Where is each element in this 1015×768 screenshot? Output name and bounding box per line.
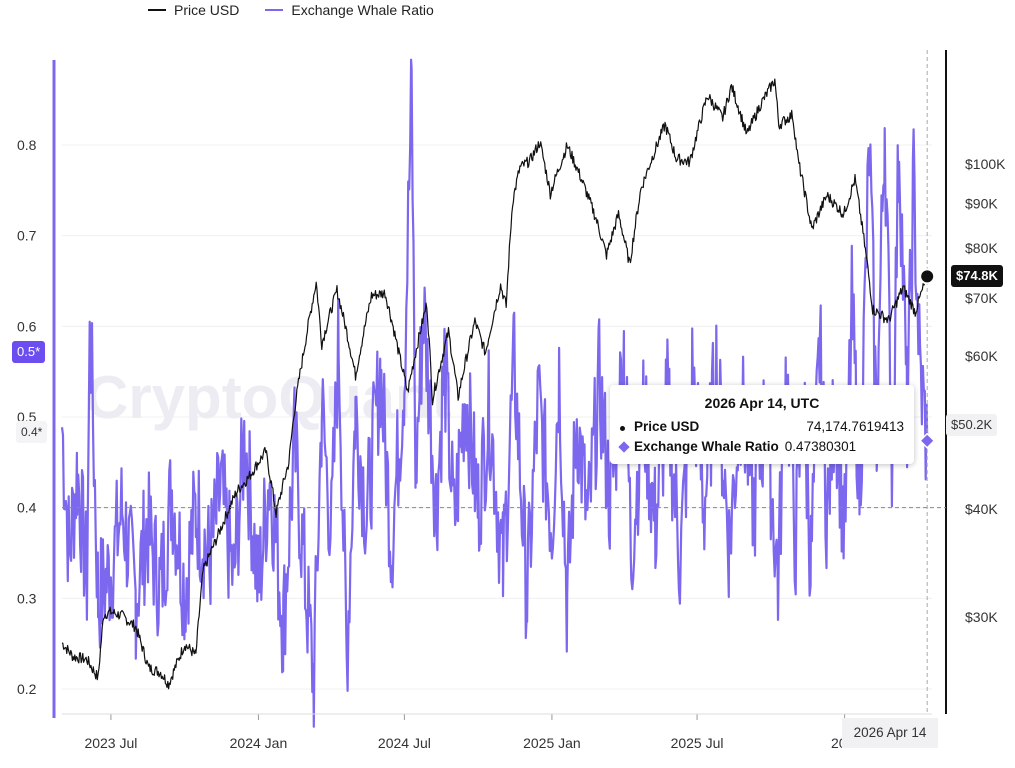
watermark: CryptoQuant (85, 364, 452, 431)
legend-item-ratio[interactable]: Exchange Whale Ratio (265, 2, 434, 18)
x-tick-label: 2025 Jan (523, 735, 581, 751)
dot-icon (620, 425, 625, 431)
y-right-tick-label: $60K (965, 348, 998, 364)
tooltip-ratio-value: 0.47380301 (784, 438, 857, 454)
y-left-tick-label: 0.2 (17, 681, 37, 697)
tooltip-price-name: Price USD (634, 418, 700, 434)
y-right-tick-label: $70K (965, 290, 998, 306)
legend: Price USD Exchange Whale Ratio (148, 2, 434, 18)
diamond-icon (618, 440, 630, 453)
y-right-tick-label: $100K (965, 156, 1006, 172)
y-right-tick-label: $90K (965, 196, 998, 212)
price-line (61, 78, 928, 690)
y-left-tick-label: 0.3 (17, 590, 37, 606)
tick-labels: 0.20.30.40.50.60.70.8$30K$40K$60K$70K$80… (17, 137, 1006, 751)
y-right-tick-label: $80K (965, 240, 998, 256)
price-crosshair-badge: $50.2K (946, 414, 998, 436)
legend-swatch-price (148, 9, 166, 11)
crosshair (62, 50, 946, 714)
y-left-tick-label: 0.7 (17, 228, 37, 244)
tooltip-title: 2026 Apr 14, UTC (704, 395, 820, 411)
y-left-tick-label: 0.6 (17, 318, 37, 334)
tooltip: 2026 Apr 14, UTC Price USD 74,174.761941… (610, 385, 914, 464)
y-right-tick-label: $40K (965, 501, 998, 517)
x-tick-label: 2024 Jul (378, 735, 431, 751)
tooltip-row-ratio: Exchange Whale Ratio 0.47380301 (618, 436, 904, 456)
ratio-hover-marker (919, 432, 936, 449)
axes (52, 50, 947, 720)
legend-label-ratio: Exchange Whale Ratio (291, 2, 434, 18)
tooltip-row-price: Price USD 74,174.7619413 (620, 416, 904, 436)
y-left-tick-label: 0.4 (17, 500, 37, 516)
legend-label-price: Price USD (174, 2, 240, 18)
crosshair-date-badge: 2026 Apr 14 (842, 718, 938, 748)
tooltip-ratio-name: Exchange Whale Ratio (634, 438, 779, 454)
x-tick-label: 2024 Jan (230, 735, 288, 751)
legend-item-price[interactable]: Price USD (148, 2, 239, 18)
x-tick-label: 2025 Jul (671, 735, 724, 751)
ratio-crosshair-badge: 0.4* (16, 421, 48, 443)
price-current-badge: $74.8K (951, 265, 1003, 287)
price-hover-marker (919, 268, 936, 285)
legend-swatch-ratio (265, 9, 284, 11)
tooltip-price-value: 74,174.7619413 (806, 418, 904, 434)
ratio-axis-highlight-badge: 0.5* (12, 341, 46, 363)
price-series (61, 78, 928, 690)
y-right-tick-label: $30K (965, 609, 998, 625)
x-tick-label: 2023 Jul (84, 735, 137, 751)
y-left-tick-label: 0.8 (17, 137, 37, 153)
